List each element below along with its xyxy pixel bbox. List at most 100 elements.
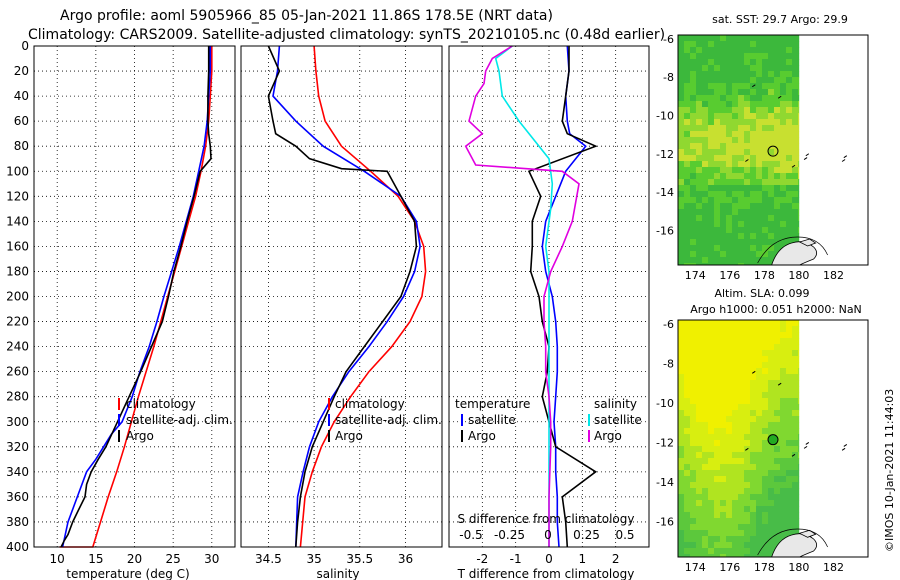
heatmap-cell: [738, 59, 744, 65]
heatmap-cell: [732, 221, 738, 227]
heatmap-cell: [732, 215, 738, 221]
heatmap-cell: [690, 422, 696, 428]
heatmap-cell: [762, 422, 768, 428]
x-tick-label: 30: [204, 552, 219, 566]
heatmap-cell: [762, 65, 768, 71]
heatmap-cell: [750, 167, 756, 173]
heatmap-cell: [792, 119, 798, 125]
heatmap-cell: [732, 251, 738, 257]
heatmap-cell: [750, 233, 756, 239]
heatmap-cell: [738, 482, 744, 488]
heatmap-cell: [774, 482, 780, 488]
heatmap-cell: [714, 422, 720, 428]
heatmap-cell: [696, 149, 702, 155]
heatmap-cell: [756, 155, 762, 161]
heatmap-cell: [768, 362, 774, 368]
heatmap-cell: [678, 482, 684, 488]
heatmap-cell: [732, 488, 738, 494]
heatmap-cell: [744, 428, 750, 434]
heatmap-cell: [756, 191, 762, 197]
heatmap-cell: [726, 398, 732, 404]
heatmap-cell: [738, 458, 744, 464]
heatmap-cell: [774, 536, 780, 542]
heatmap-cell: [798, 101, 799, 107]
lat-tick-label: -14: [656, 476, 674, 489]
heatmap-cell: [768, 392, 774, 398]
heatmap-cell: [768, 494, 774, 500]
heatmap-cell: [792, 362, 798, 368]
heatmap-cell: [690, 488, 696, 494]
heatmap-cell: [714, 332, 720, 338]
lon-tick-label: 174: [685, 561, 706, 574]
heatmap-cell: [780, 326, 786, 332]
heatmap-cell: [762, 434, 768, 440]
heatmap-cell: [726, 161, 732, 167]
heatmap-cell: [720, 524, 726, 530]
heatmap-cell: [762, 428, 768, 434]
heatmap-cell: [696, 482, 702, 488]
heatmap-cell: [750, 494, 756, 500]
heatmap-cell: [726, 524, 732, 530]
heatmap-cell: [744, 410, 750, 416]
heatmap-cell: [756, 143, 762, 149]
heatmap-cell: [792, 185, 798, 191]
heatmap-cell: [684, 524, 690, 530]
heatmap-cell: [690, 47, 696, 53]
heatmap-cell: [744, 326, 750, 332]
heatmap-cell: [720, 428, 726, 434]
heatmap-cell: [732, 83, 738, 89]
heatmap-cell: [714, 101, 720, 107]
heatmap-cell: [708, 53, 714, 59]
heatmap-cell: [744, 332, 750, 338]
heatmap-cell: [786, 488, 792, 494]
heatmap-cell: [786, 83, 792, 89]
heatmap-cell: [732, 173, 738, 179]
heatmap-cell: [750, 71, 756, 77]
heatmap-cell: [798, 446, 799, 452]
heatmap-cell: [702, 440, 708, 446]
heatmap-cell: [708, 149, 714, 155]
heatmap-cell: [756, 398, 762, 404]
heatmap-cell: [750, 155, 756, 161]
heatmap-cell: [726, 350, 732, 356]
heatmap-cell: [702, 500, 708, 506]
heatmap-cell: [738, 530, 744, 536]
heatmap-cell: [750, 542, 756, 548]
heatmap-cell: [720, 512, 726, 518]
heatmap-cell: [720, 398, 726, 404]
heatmap-cell: [786, 155, 792, 161]
heatmap-cell: [702, 239, 708, 245]
heatmap-cell: [780, 47, 786, 53]
heatmap-cell: [774, 506, 780, 512]
heatmap-cell: [720, 410, 726, 416]
heatmap-cell: [780, 209, 786, 215]
heatmap-cell: [762, 197, 768, 203]
heatmap-cell: [696, 47, 702, 53]
heatmap-cell: [696, 59, 702, 65]
heatmap-cell: [696, 356, 702, 362]
heatmap-cell: [696, 89, 702, 95]
heatmap-cell: [702, 257, 708, 263]
heatmap-cell: [726, 227, 732, 233]
figure: Argo profile: aoml 5905966_85 05-Jan-202…: [0, 0, 900, 580]
heatmap-cell: [726, 542, 732, 548]
heatmap-cell: [792, 338, 798, 344]
heatmap-cell: [732, 95, 738, 101]
heatmap-cell: [780, 482, 786, 488]
heatmap-cell: [798, 512, 799, 518]
heatmap-cell: [750, 332, 756, 338]
heatmap-cell: [798, 428, 799, 434]
temperature-legend: climatology satellite-adj. clim. Argo: [119, 397, 233, 443]
heatmap-cell: [774, 59, 780, 65]
heatmap-cell: [732, 89, 738, 95]
heatmap-cell: [780, 446, 786, 452]
heatmap-cell: [780, 227, 786, 233]
heatmap-cell: [768, 119, 774, 125]
heatmap-cell: [690, 35, 696, 41]
heatmap-cell: [768, 518, 774, 524]
heatmap-cell: [798, 191, 799, 197]
heatmap-cell: [696, 350, 702, 356]
heatmap-cell: [702, 434, 708, 440]
heatmap-cell: [774, 464, 780, 470]
heatmap-cell: [726, 83, 732, 89]
